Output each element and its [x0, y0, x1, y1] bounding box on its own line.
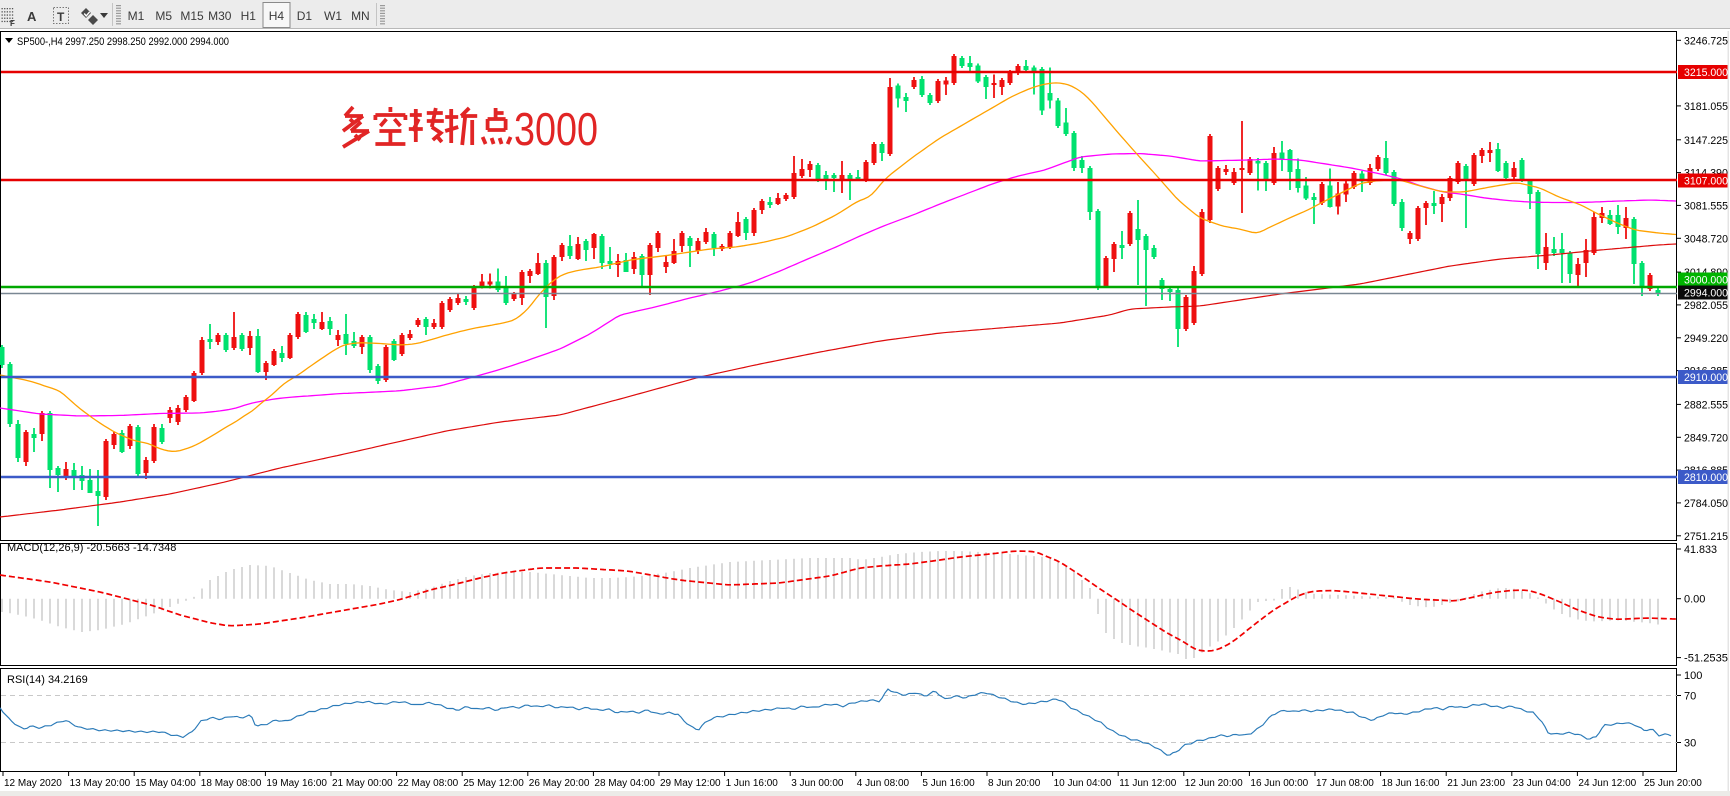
svg-text:3048.720: 3048.720: [1684, 233, 1728, 245]
svg-text:SP500-,H4 2997.250 2998.250 2: SP500-,H4 2997.250 2998.250 2992.000 299…: [17, 36, 229, 48]
svg-text:W1: W1: [324, 9, 342, 23]
svg-text:2849.720: 2849.720: [1684, 432, 1728, 444]
svg-text:MACD(12,26,9) -20.5663 -14.734: MACD(12,26,9) -20.5663 -14.7348: [7, 542, 176, 554]
svg-text:11 Jun 12:00: 11 Jun 12:00: [1119, 778, 1177, 789]
svg-text:2994.000: 2994.000: [1684, 288, 1728, 300]
svg-text:D1: D1: [297, 9, 313, 23]
svg-text:2784.050: 2784.050: [1684, 498, 1728, 510]
svg-text:12 Jun 20:00: 12 Jun 20:00: [1185, 778, 1243, 789]
svg-text:17 Jun 08:00: 17 Jun 08:00: [1316, 778, 1374, 789]
svg-text:12 May 2020: 12 May 2020: [4, 778, 62, 789]
svg-text:3246.725: 3246.725: [1684, 35, 1728, 47]
svg-text:4 Jun 08:00: 4 Jun 08:00: [857, 778, 910, 789]
svg-text:3000: 3000: [514, 103, 598, 155]
svg-text:0.00: 0.00: [1684, 594, 1705, 606]
svg-text:70: 70: [1684, 691, 1696, 703]
svg-text:M1: M1: [128, 9, 145, 23]
svg-text:-51.2535: -51.2535: [1684, 653, 1728, 665]
svg-text:3000.000: 3000.000: [1684, 275, 1728, 287]
svg-text:3215.000: 3215.000: [1684, 67, 1728, 79]
svg-text:25 May 12:00: 25 May 12:00: [463, 778, 524, 789]
svg-text:100: 100: [1684, 670, 1702, 682]
svg-text:M15: M15: [180, 9, 204, 23]
svg-text:2949.220: 2949.220: [1684, 333, 1728, 345]
svg-text:21 May 00:00: 21 May 00:00: [332, 778, 393, 789]
svg-text:3147.225: 3147.225: [1684, 135, 1728, 147]
svg-text:21 Jun 23:00: 21 Jun 23:00: [1447, 778, 1505, 789]
svg-text:2982.055: 2982.055: [1684, 300, 1728, 312]
svg-text:41.833: 41.833: [1684, 544, 1717, 556]
svg-text:15 May 04:00: 15 May 04:00: [135, 778, 196, 789]
svg-text:25 Jun 20:00: 25 Jun 20:00: [1644, 778, 1702, 789]
svg-text:A: A: [27, 9, 37, 24]
svg-text:M5: M5: [155, 9, 172, 23]
svg-text:10 Jun 04:00: 10 Jun 04:00: [1054, 778, 1112, 789]
svg-text:2810.000: 2810.000: [1684, 472, 1728, 484]
svg-text:2882.555: 2882.555: [1684, 399, 1728, 411]
svg-text:H1: H1: [241, 9, 257, 23]
svg-text:F: F: [10, 19, 15, 28]
svg-text:3 Jun 00:00: 3 Jun 00:00: [791, 778, 844, 789]
svg-text:RSI(14) 34.2169: RSI(14) 34.2169: [7, 674, 88, 686]
svg-text:1 Jun 16:00: 1 Jun 16:00: [726, 778, 779, 789]
svg-text:18 May 08:00: 18 May 08:00: [201, 778, 262, 789]
svg-text:T: T: [57, 10, 65, 24]
svg-text:22 May 08:00: 22 May 08:00: [398, 778, 459, 789]
svg-text:8 Jun 20:00: 8 Jun 20:00: [988, 778, 1041, 789]
svg-text:28 May 04:00: 28 May 04:00: [594, 778, 655, 789]
svg-text:M30: M30: [208, 9, 232, 23]
svg-text:18 Jun 16:00: 18 Jun 16:00: [1382, 778, 1440, 789]
svg-text:3107.000: 3107.000: [1684, 176, 1728, 188]
svg-text:24 Jun 12:00: 24 Jun 12:00: [1578, 778, 1636, 789]
svg-text:26 May 20:00: 26 May 20:00: [529, 778, 590, 789]
svg-text:19 May 16:00: 19 May 16:00: [266, 778, 327, 789]
svg-text:5 Jun 16:00: 5 Jun 16:00: [922, 778, 975, 789]
svg-text:30: 30: [1684, 738, 1696, 750]
svg-text:29 May 12:00: 29 May 12:00: [660, 778, 721, 789]
svg-text:2751.215: 2751.215: [1684, 531, 1728, 543]
svg-text:2910.000: 2910.000: [1684, 372, 1728, 384]
svg-text:16 Jun 00:00: 16 Jun 00:00: [1250, 778, 1308, 789]
svg-text:13 May 20:00: 13 May 20:00: [70, 778, 131, 789]
svg-text:H4: H4: [269, 9, 285, 23]
svg-text:3181.055: 3181.055: [1684, 101, 1728, 113]
svg-text:23 Jun 04:00: 23 Jun 04:00: [1513, 778, 1571, 789]
svg-text:3081.555: 3081.555: [1684, 200, 1728, 212]
svg-text:MN: MN: [351, 9, 370, 23]
